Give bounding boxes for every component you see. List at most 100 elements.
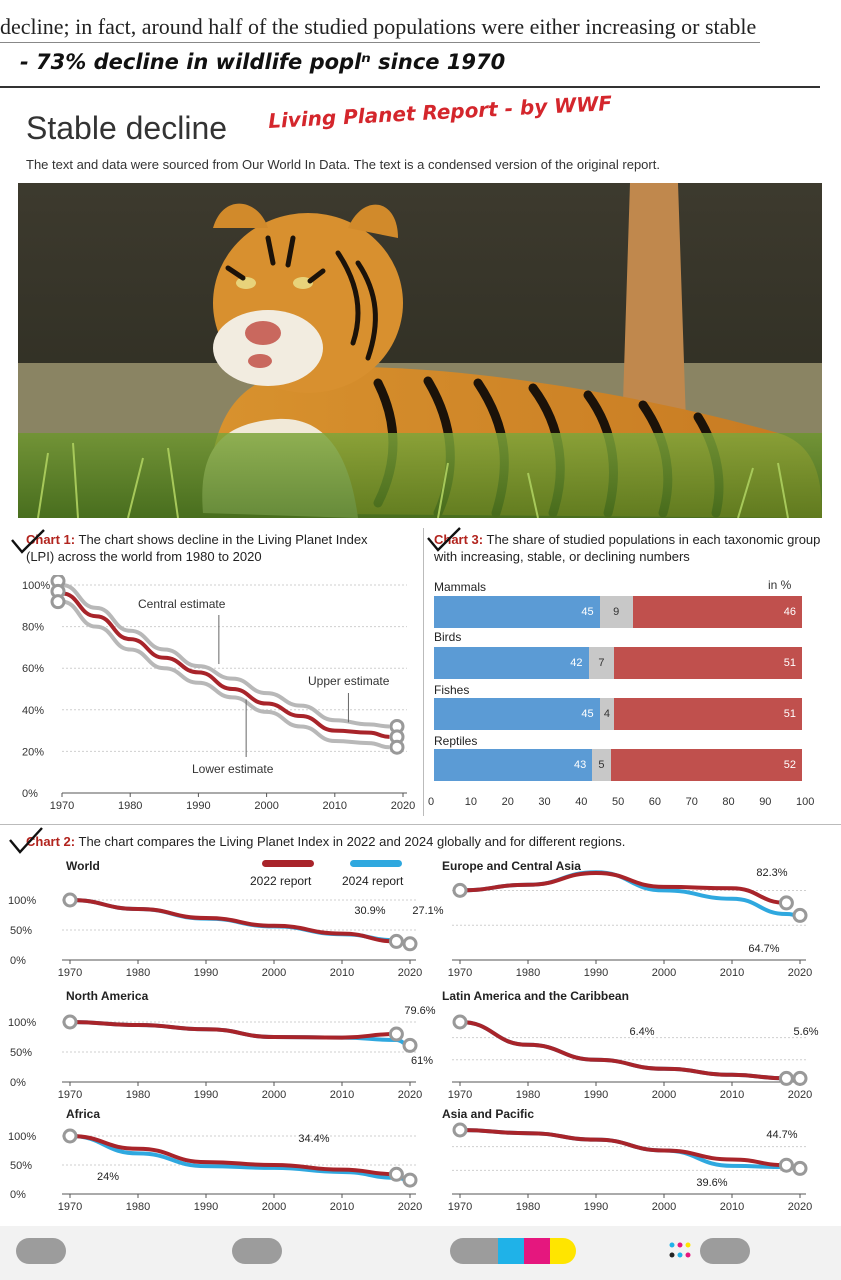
chart2-xtick: 1970 <box>58 1201 82 1213</box>
chart3-bar-declining: 51 <box>614 698 802 730</box>
chart2-panel-title: World <box>66 859 100 873</box>
chart2-xtick: 2000 <box>262 1089 286 1101</box>
chart1-upper-line <box>61 583 390 729</box>
tiger-photo <box>18 183 822 518</box>
print-mark-pill <box>16 1238 66 1264</box>
chart3-caption: Chart 3: The share of studied population… <box>434 531 829 565</box>
chart2-panel-title: North America <box>66 989 149 1003</box>
print-mark-pill <box>232 1238 282 1264</box>
chart2-xtick: 2010 <box>720 1201 744 1213</box>
chart3-category-label: Reptiles <box>434 734 478 748</box>
chart3-xtick: 30 <box>538 796 551 808</box>
vertical-divider <box>423 528 424 816</box>
chart1-start-marker <box>50 594 66 610</box>
chart2-xtick: 2000 <box>262 967 286 979</box>
chart2-line-2022 <box>69 1020 397 1040</box>
chart3-xtick: 100 <box>796 796 815 808</box>
chart1-ytick: 100% <box>22 580 50 592</box>
chart2-end-marker-2024 <box>402 936 418 952</box>
chart2-xtick: 1990 <box>584 1201 608 1213</box>
chart1-xtick: 2000 <box>254 800 278 812</box>
chart1-ytick: 0% <box>22 788 38 800</box>
chart2-end-marker-2024 <box>402 1037 418 1053</box>
chart3-xtick: 60 <box>648 796 662 808</box>
chart1-end-marker <box>389 739 405 755</box>
chart2-xtick: 1980 <box>516 1201 540 1213</box>
chart1-ytick: 40% <box>22 705 44 717</box>
chart2-value-label: 24% <box>97 1171 119 1183</box>
chart2-xtick: 2020 <box>398 1201 422 1213</box>
registration-magenta <box>524 1238 550 1264</box>
chart2-value-label: 79.6% <box>404 1005 435 1017</box>
chart2-end-marker-2022 <box>388 1166 404 1182</box>
chart2-value-label: 61% <box>411 1055 433 1067</box>
chart3-bar-row: 45 4 51 <box>434 698 802 730</box>
chart3-bar-increasing: 43 <box>434 749 593 781</box>
chart1-xtick: 1970 <box>50 800 74 812</box>
chart2-line-2022 <box>69 1134 397 1177</box>
registration-gray <box>450 1238 498 1264</box>
chart3-bar-increasing: 45 <box>434 698 600 730</box>
chart3-category-label: Fishes <box>434 683 470 697</box>
chart2-xtick: 1970 <box>448 1201 472 1213</box>
chart2-xtick: 2000 <box>652 1201 676 1213</box>
chart2-line-2024 <box>69 1134 411 1183</box>
color-registration-bar <box>450 1238 576 1264</box>
registration-yellow <box>550 1238 576 1264</box>
chart2-xtick: 2010 <box>330 967 354 979</box>
dots-icon <box>669 1242 691 1258</box>
top-text: decline; in fact, around half of the stu… <box>0 14 757 39</box>
checkmark-icon <box>9 827 43 854</box>
underline-1 <box>0 42 760 43</box>
chart2-xtick: 1990 <box>194 1089 218 1101</box>
chart2-line-2024 <box>459 1128 801 1171</box>
chart1-central-line <box>61 591 390 739</box>
chart2-ytick: 50% <box>10 1160 32 1172</box>
chart3-bar-stable: 5 <box>592 749 611 781</box>
chart3-bar-declining: 46 <box>632 596 802 628</box>
chart2-end-marker-2022 <box>778 1157 794 1173</box>
chart2-ytick: 50% <box>10 925 32 937</box>
chart2-ytick: 50% <box>10 1047 32 1059</box>
chart2-start-marker <box>62 892 78 908</box>
chart3-bar-row: 43 5 52 <box>434 749 802 781</box>
chart2-value-label: 39.6% <box>696 1177 727 1189</box>
chart3-bar-increasing: 45 <box>434 596 600 628</box>
chart2-start-marker <box>452 1014 468 1030</box>
chart3-xtick: 20 <box>501 796 514 808</box>
chart1-caption-text: The chart shows decline in the Living Pl… <box>26 532 368 564</box>
chart1-label-central: Central estimate <box>138 597 226 611</box>
chart2-xtick: 1970 <box>448 967 472 979</box>
page-title: Stable decline <box>26 110 228 146</box>
chart2-xtick: 1980 <box>126 967 150 979</box>
chart1-ytick: 80% <box>22 622 44 634</box>
chart2-xtick: 1970 <box>448 1089 472 1101</box>
chart3-xtick: 40 <box>575 796 588 808</box>
page-subtitle: The text and data were sourced from Our … <box>26 157 660 172</box>
chart2-panel-title: Latin America and the Caribbean <box>442 989 629 1003</box>
chart2-value-label: 34.4% <box>298 1133 329 1145</box>
chart2-xtick: 2000 <box>262 1201 286 1213</box>
chart2-xtick: 1990 <box>194 967 218 979</box>
chart2-xtick: 1980 <box>126 1201 150 1213</box>
handwritten-note-wwf: Living Planet Report - by WWF <box>267 91 613 133</box>
checkmark-icon <box>427 527 461 552</box>
chart2-start-marker <box>452 1122 468 1138</box>
chart1-label-upper: Upper estimate <box>308 674 390 688</box>
chart3-caption-text: The share of studied populations in each… <box>434 532 821 564</box>
chart1-xtick: 1990 <box>186 800 210 812</box>
chart2-xtick: 2000 <box>652 967 676 979</box>
chart3-category-label: Mammals <box>434 580 487 594</box>
chart2-end-marker-2024 <box>792 1070 808 1086</box>
chart2-xtick: 1990 <box>584 967 608 979</box>
chart2-xtick: 2010 <box>330 1089 354 1101</box>
chart2-value-label: 6.4% <box>629 1026 654 1038</box>
chart2-end-marker-2022 <box>388 1026 404 1042</box>
chart2-xtick: 2000 <box>652 1089 676 1101</box>
chart2-xtick: 1980 <box>516 1089 540 1101</box>
chart2-caption: Chart 2: The chart compares the Living P… <box>26 834 826 849</box>
chart2-value-label: 27.1% <box>412 905 443 917</box>
chart2-xtick: 2010 <box>720 967 744 979</box>
section-divider <box>0 824 841 825</box>
chart2-start-marker <box>62 1128 78 1144</box>
